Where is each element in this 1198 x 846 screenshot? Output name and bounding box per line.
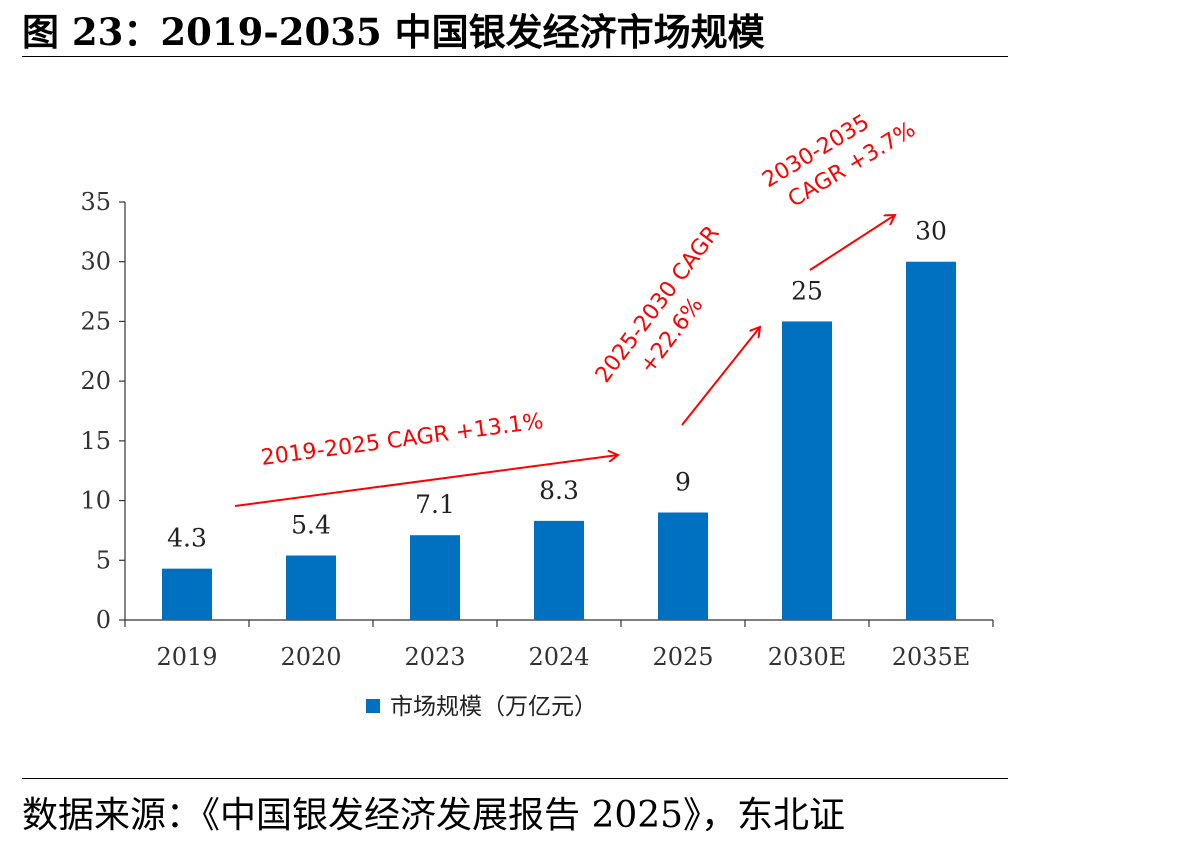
data-label-2030E: 25 bbox=[791, 276, 823, 305]
data-label-2020: 5.4 bbox=[291, 511, 331, 540]
y-tick-label: 25 bbox=[80, 307, 111, 335]
cagr-annotation-2025-2030: 2025-2030 CAGR +22.6% bbox=[591, 221, 760, 426]
x-tick-label: 2019 bbox=[156, 643, 217, 671]
y-tick-label: 5 bbox=[96, 546, 111, 574]
y-tick-label: 10 bbox=[80, 487, 111, 515]
y-tick-label: 15 bbox=[80, 427, 111, 455]
bar-series bbox=[162, 261, 956, 620]
y-tick-label: 35 bbox=[80, 188, 111, 216]
data-label-2035E: 30 bbox=[915, 217, 947, 246]
data-label-2023: 7.1 bbox=[415, 490, 455, 519]
y-tick-label: 0 bbox=[96, 606, 111, 634]
x-tick-label: 2030E bbox=[768, 643, 847, 671]
data-label-2024: 8.3 bbox=[539, 476, 579, 505]
bar-2025 bbox=[658, 512, 708, 620]
source-note: 数据来源：《中国银发经济发展报告 2025》，东北证 bbox=[22, 795, 846, 836]
legend-swatch bbox=[366, 699, 380, 713]
bar-2023 bbox=[410, 535, 460, 620]
x-tick-label: 2023 bbox=[404, 643, 465, 671]
source-rule bbox=[22, 778, 1008, 779]
cagr-arrow-2030-2035 bbox=[809, 215, 895, 271]
data-labels: 2019 4.3 2020 5.4 2023 7.1 2024 8.3 2025 9 2030E 25… bbox=[156, 217, 970, 671]
y-tick-label: 20 bbox=[80, 367, 111, 395]
title-rule bbox=[22, 56, 1008, 57]
data-label-2025: 9 bbox=[675, 468, 691, 497]
cagr-label-2019-2025: 2019-2025 CAGR +13.1% bbox=[260, 409, 545, 471]
chart-legend: 市场规模（万亿元） bbox=[366, 694, 597, 720]
cagr-arrow-2019-2025 bbox=[234, 455, 618, 507]
x-tick-label: 2035E bbox=[892, 643, 971, 671]
bar-2020 bbox=[286, 555, 336, 620]
chart-axes: 0 5 10 15 20 25 30 35 bbox=[80, 188, 994, 634]
cagr-annotation-2030-2035: 2030-2035 CAGR +3.7% bbox=[758, 110, 920, 271]
data-label-2019: 4.3 bbox=[167, 524, 207, 553]
y-tick-label: 30 bbox=[80, 248, 111, 276]
x-tick-label: 2024 bbox=[528, 643, 589, 671]
legend-label: 市场规模（万亿元） bbox=[390, 694, 597, 720]
x-tick-label: 2020 bbox=[280, 643, 341, 671]
bar-2024 bbox=[534, 520, 584, 620]
figure-title: 图 23：2019-2035 中国银发经济市场规模 bbox=[22, 10, 765, 54]
bar-2019 bbox=[162, 568, 212, 620]
x-tick-label: 2025 bbox=[652, 643, 713, 671]
cagr-arrow-2025-2030 bbox=[681, 327, 760, 426]
bar-2030E bbox=[782, 321, 832, 620]
bar-2035E bbox=[906, 261, 956, 620]
